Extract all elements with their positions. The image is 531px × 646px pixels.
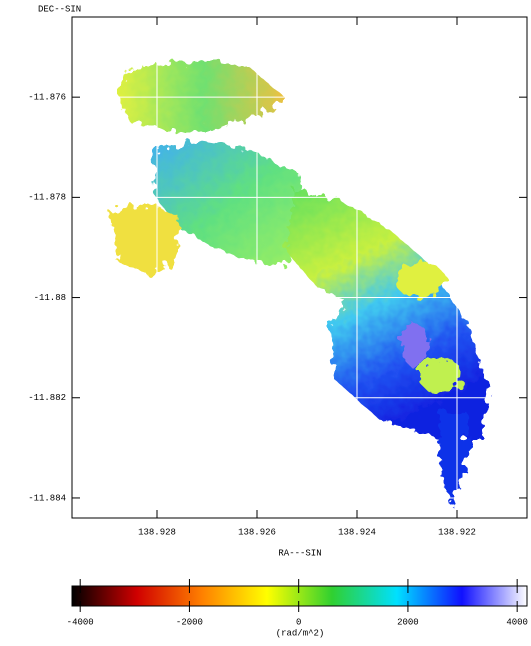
x-tick-label: 138.926 (238, 527, 276, 537)
x-tick-label: 138.924 (338, 527, 376, 537)
y-tick-label: -11.88 (34, 293, 66, 303)
colorbar-tick-label: 0 (296, 617, 301, 627)
y-axis-label: DEC--SIN (38, 4, 81, 14)
colorbar-tick-label: -4000 (67, 617, 94, 627)
x-tick-label: 138.922 (438, 527, 476, 537)
plot-frame (71, 16, 528, 519)
colorbar-tick-label: -2000 (176, 617, 203, 627)
colorbar (71, 585, 528, 607)
colorbar-tick-label: 4000 (506, 617, 528, 627)
emission-map (108, 60, 490, 505)
y-tick-label: -11.884 (28, 493, 66, 503)
x-axis-label: RA---SIN (278, 548, 321, 558)
colorbar-tick-label: 2000 (397, 617, 419, 627)
colorbar-label: (rad/m^2) (276, 628, 325, 638)
y-tick-label: -11.882 (28, 393, 66, 403)
x-tick-label: 138.928 (138, 527, 176, 537)
y-tick-label: -11.876 (28, 93, 66, 103)
y-tick-label: -11.878 (28, 193, 66, 203)
